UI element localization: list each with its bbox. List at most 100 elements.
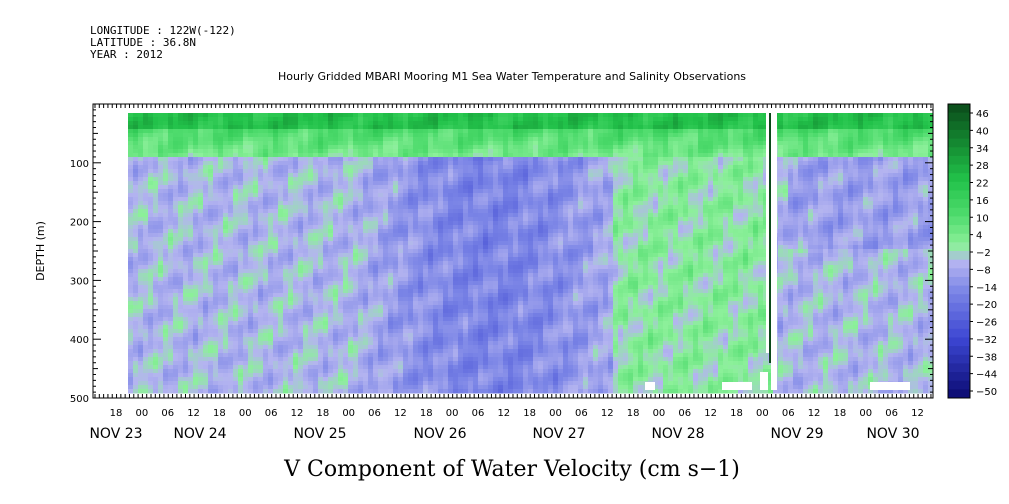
heatmap-cell	[273, 133, 279, 138]
heatmap-cell	[168, 165, 174, 170]
heatmap-cell	[408, 181, 414, 186]
heatmap-cell	[258, 305, 264, 310]
heatmap-cell	[168, 157, 174, 162]
heatmap-cell	[133, 225, 139, 230]
heatmap-cell	[353, 305, 359, 310]
heatmap-cell	[218, 201, 224, 206]
heatmap-cell	[238, 201, 244, 206]
heatmap-cell	[458, 385, 464, 390]
heatmap-cell	[228, 385, 234, 390]
heatmap-cell	[478, 113, 484, 118]
heatmap-cell	[228, 205, 234, 210]
heatmap-cell	[478, 133, 484, 138]
heatmap-cell	[138, 253, 144, 258]
heatmap-cell	[183, 305, 189, 310]
heatmap-cell	[253, 333, 259, 338]
heatmap-cell	[413, 225, 419, 230]
heatmap-cell	[283, 321, 289, 326]
heatmap-cell	[303, 301, 309, 306]
heatmap-cell	[338, 345, 344, 350]
heatmap-cell	[233, 193, 239, 198]
heatmap-cell	[483, 117, 489, 122]
heatmap-cell	[188, 141, 194, 146]
heatmap-cell	[348, 145, 354, 150]
heatmap-cell	[183, 353, 189, 358]
heatmap-cell	[468, 181, 474, 186]
heatmap-cell	[218, 197, 224, 202]
heatmap-cell	[303, 141, 309, 146]
heatmap-cell	[228, 201, 234, 206]
heatmap-cell	[338, 145, 344, 150]
heatmap-cell	[238, 265, 244, 270]
heatmap-cell	[268, 141, 274, 146]
heatmap-cell	[138, 181, 144, 186]
heatmap-cell	[128, 321, 134, 326]
heatmap-cell	[428, 253, 434, 258]
heatmap-cell	[443, 225, 449, 230]
heatmap-cell	[128, 329, 134, 334]
heatmap-cell	[453, 349, 459, 354]
heatmap-cell	[448, 297, 454, 302]
heatmap-cell	[223, 269, 229, 274]
heatmap-cell	[258, 285, 264, 290]
heatmap-cell	[418, 201, 424, 206]
heatmap-cell	[178, 361, 184, 366]
heatmap-cell	[408, 337, 414, 342]
heatmap-cell	[428, 141, 434, 146]
heatmap-cell	[353, 269, 359, 274]
heatmap-cell	[348, 313, 354, 318]
heatmap-cell	[473, 249, 479, 254]
heatmap-cell	[413, 233, 419, 238]
heatmap-cell	[133, 317, 139, 322]
heatmap-cell	[208, 381, 214, 386]
heatmap-cell	[393, 309, 399, 314]
heatmap-cell	[293, 221, 299, 226]
heatmap-cell	[358, 305, 364, 310]
heatmap-cell	[163, 333, 169, 338]
heatmap-cell	[318, 205, 324, 210]
heatmap-cell	[478, 385, 484, 390]
heatmap-cell	[158, 117, 164, 122]
heatmap-cell	[188, 329, 194, 334]
heatmap-cell	[438, 325, 444, 330]
heatmap-cell	[278, 305, 284, 310]
heatmap-cell	[423, 385, 429, 390]
heatmap-cell	[158, 209, 164, 214]
heatmap-cell	[388, 185, 394, 190]
heatmap-cell	[133, 325, 139, 330]
heatmap-cell	[258, 289, 264, 294]
heatmap-cell	[328, 133, 334, 138]
heatmap-cell	[248, 193, 254, 198]
heatmap-cell	[198, 293, 204, 298]
heatmap-cell	[278, 189, 284, 194]
heatmap-cell	[218, 281, 224, 286]
heatmap-cell	[383, 141, 389, 146]
heatmap-cell	[133, 237, 139, 242]
heatmap-cell	[298, 209, 304, 214]
heatmap-cell	[388, 265, 394, 270]
heatmap-cell	[293, 265, 299, 270]
heatmap-cell	[458, 141, 464, 146]
heatmap-cell	[413, 141, 419, 146]
heatmap-cell	[378, 373, 384, 378]
heatmap-cell	[333, 145, 339, 150]
heatmap-cell	[428, 249, 434, 254]
heatmap-cell	[168, 385, 174, 390]
heatmap-cell	[423, 333, 429, 338]
heatmap-cell	[198, 165, 204, 170]
heatmap-cell	[483, 165, 489, 170]
heatmap-cell	[173, 181, 179, 186]
heatmap-cell	[188, 265, 194, 270]
heatmap-cell	[208, 181, 214, 186]
heatmap-cell	[448, 253, 454, 258]
heatmap-cell	[343, 229, 349, 234]
heatmap-cell	[363, 153, 369, 158]
heatmap-cell	[263, 381, 269, 386]
heatmap-cell	[178, 137, 184, 142]
heatmap-cell	[238, 217, 244, 222]
heatmap-cell	[158, 237, 164, 242]
heatmap-cell	[183, 321, 189, 326]
heatmap-cell	[278, 325, 284, 330]
heatmap-cell	[298, 301, 304, 306]
heatmap-cell	[368, 173, 374, 178]
